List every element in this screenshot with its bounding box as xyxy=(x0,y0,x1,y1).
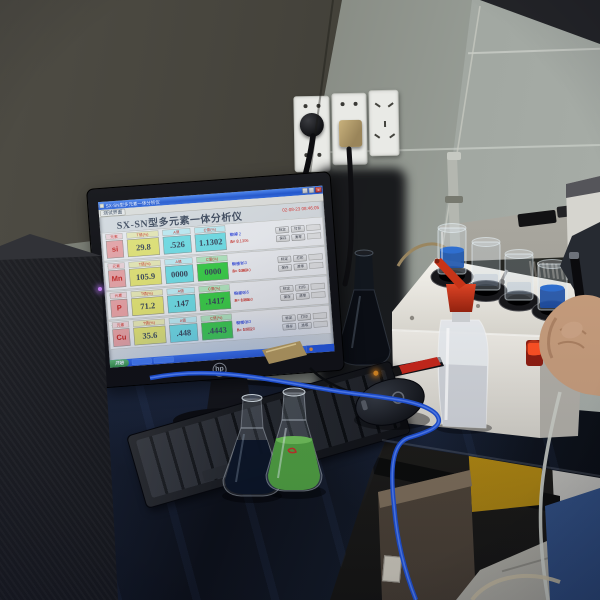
status-box xyxy=(308,253,323,261)
taskbar-item[interactable] xyxy=(153,356,174,364)
monitor-screen: SX-SN型多元素一体分析仪 × 测试界面 SX-SN型多元素一体分析仪 02-… xyxy=(97,185,335,368)
wall-outlet-right xyxy=(368,89,400,157)
app-icon xyxy=(99,203,104,209)
save-button[interactable]: 保存 xyxy=(280,293,295,302)
socket-slit xyxy=(383,120,387,127)
calibrate-button[interactable]: 标定 xyxy=(281,314,296,322)
a-value-cell: 0000 xyxy=(164,264,195,284)
element-cell: Mn xyxy=(108,269,127,289)
socket-hole xyxy=(316,103,321,108)
t-value-cell: 71.2 xyxy=(131,296,165,316)
zero-button[interactable]: 清零 xyxy=(297,321,312,330)
save-button[interactable]: 保存 xyxy=(275,234,290,243)
print-button[interactable]: 打印 xyxy=(290,225,305,233)
socket-slit xyxy=(374,133,381,139)
a-value-cell: .448 xyxy=(169,323,199,343)
c-value-cell: .1417 xyxy=(198,291,232,311)
row-deviation: 偏差 0 K= 6963 xyxy=(231,260,248,267)
status-box xyxy=(313,320,328,328)
analyzer-app-window: SX-SN型多元素一体分析仪 × 测试界面 SX-SN型多元素一体分析仪 02-… xyxy=(97,185,335,368)
wall-outlet-middle xyxy=(331,92,368,166)
box-label xyxy=(381,555,403,583)
socket-hole xyxy=(303,104,308,109)
system-tray xyxy=(306,343,335,354)
a-value-cell: .147 xyxy=(167,293,197,314)
hp-logo: hp xyxy=(212,362,228,378)
socket-hole xyxy=(340,102,345,107)
socket-slit xyxy=(389,133,396,139)
tray-icon xyxy=(309,347,313,352)
row-deviation: 偏差 0 K= 0065 xyxy=(233,289,250,296)
element-cell: P xyxy=(110,298,129,318)
calibrate-button[interactable]: 标定 xyxy=(275,226,290,234)
minimize-button[interactable] xyxy=(302,187,308,194)
socket-slit xyxy=(374,102,381,108)
tower-led xyxy=(98,287,102,291)
status-box xyxy=(311,291,326,299)
zero-button[interactable]: 清零 xyxy=(293,263,308,271)
a-value-cell: .526 xyxy=(162,234,192,255)
calibrate-button[interactable]: 标定 xyxy=(279,285,294,293)
taskbar-item[interactable] xyxy=(131,358,152,366)
tan-power-plug xyxy=(338,119,363,148)
status-box xyxy=(306,223,321,231)
black-power-plug xyxy=(299,112,325,138)
socket-hole xyxy=(317,152,322,157)
t-value-cell: 29.8 xyxy=(126,237,161,258)
start-button[interactable]: 开始 xyxy=(109,358,130,368)
status-box xyxy=(310,282,325,290)
status-box xyxy=(306,232,322,240)
close-button[interactable]: × xyxy=(314,186,322,193)
status-box xyxy=(309,261,324,269)
socket-hole xyxy=(353,101,358,106)
zero-button[interactable]: 清零 xyxy=(291,233,306,242)
hp-monitor: SX-SN型多元素一体分析仪 × 测试界面 SX-SN型多元素一体分析仪 02-… xyxy=(86,171,345,389)
print-button[interactable]: 打印 xyxy=(292,254,307,263)
socket-hole xyxy=(304,153,309,158)
save-button[interactable]: 保存 xyxy=(282,322,297,331)
maximize-button[interactable] xyxy=(308,187,315,194)
socket-slit xyxy=(387,102,394,108)
t-value-cell: 35.6 xyxy=(133,325,167,346)
save-button[interactable]: 保存 xyxy=(278,264,293,272)
c-value-cell: 1.1302 xyxy=(194,232,227,253)
element-cell: si xyxy=(105,239,125,259)
print-button[interactable]: 打印 xyxy=(295,283,310,292)
status-box xyxy=(312,312,328,320)
row-deviation: 偏差 2 K= 6063 xyxy=(236,319,252,326)
c-value-cell: .4443 xyxy=(201,320,234,341)
calibrate-button[interactable]: 标定 xyxy=(277,255,292,264)
header-note: 02-08-23 08:46:05 xyxy=(282,204,320,213)
element-cell: Cu xyxy=(112,328,131,347)
print-button[interactable]: 打印 xyxy=(297,313,312,321)
t-value-cell: 105.9 xyxy=(128,266,163,287)
row-deviation: 偏差 2 K= 0 xyxy=(229,231,242,238)
wall-outlet-left xyxy=(293,95,331,173)
zero-button[interactable]: 清零 xyxy=(295,292,310,300)
tab-test-interface[interactable]: 测试界面 xyxy=(100,208,126,218)
c-value-cell: 0000 xyxy=(196,261,229,282)
